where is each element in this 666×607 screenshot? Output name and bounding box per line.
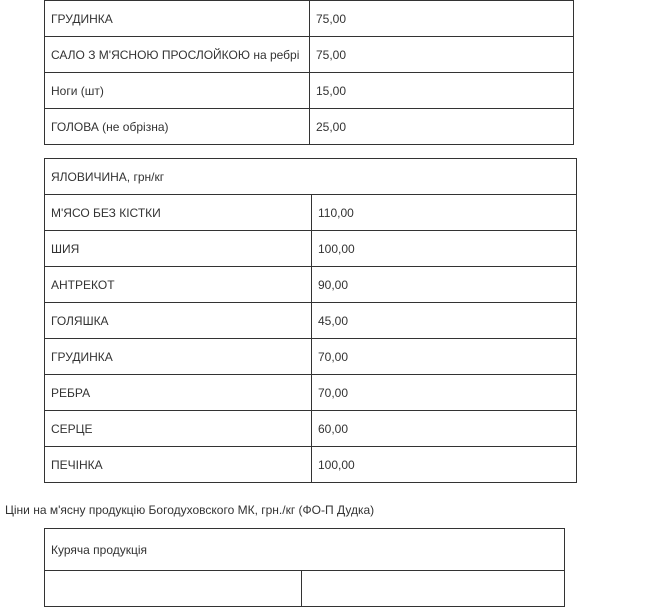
product-price: 45,00 xyxy=(311,302,577,339)
product-price: 110,00 xyxy=(311,194,577,231)
table-row: ШИЯ 100,00 xyxy=(44,230,577,267)
product-name: ПЕЧІНКА xyxy=(44,446,312,483)
table-row: М'ЯСО БЕЗ КІСТКИ 110,00 xyxy=(44,194,577,231)
product-name: ГОЛЯШКА xyxy=(44,302,312,339)
product-name: АНТРЕКОТ xyxy=(44,266,312,303)
table-row: СЕРЦЕ 60,00 xyxy=(44,410,577,447)
product-name: ШИЯ xyxy=(44,230,312,267)
table-row: Ноги (шт) 15,00 xyxy=(44,72,574,109)
table-row: САЛО З М'ЯСНОЮ ПРОСЛОЙКОЮ на ребрі 75,00 xyxy=(44,36,574,73)
product-price: 100,00 xyxy=(311,446,577,483)
pork-price-table: ГРУДИНКА 75,00 САЛО З М'ЯСНОЮ ПРОСЛОЙКОЮ н… xyxy=(44,0,574,145)
beef-price-table: ЯЛОВИЧИНА, грн/кг М'ЯСО БЕЗ КІСТКИ 110,00… xyxy=(44,158,577,483)
product-name: Ноги (шт) xyxy=(44,72,310,109)
table-row: ПЕЧІНКА 100,00 xyxy=(44,446,577,483)
product-price: 70,00 xyxy=(311,374,577,411)
product-price: 15,00 xyxy=(309,72,574,109)
table-row: ГРУДИНКА 75,00 xyxy=(44,0,574,37)
table-header-row: ЯЛОВИЧИНА, грн/кг xyxy=(44,158,577,195)
product-price: 100,00 xyxy=(311,230,577,267)
table-row: ГОЛЯШКА 45,00 xyxy=(44,302,577,339)
product-name: ГОЛОВА (не обрізна) xyxy=(44,108,310,145)
product-price: 70,00 xyxy=(311,338,577,375)
table-row: ГОЛОВА (не обрізна) 25,00 xyxy=(44,108,574,145)
product-name: САЛО З М'ЯСНОЮ ПРОСЛОЙКОЮ на ребрі xyxy=(44,36,310,73)
chicken-header: Куряча продукція xyxy=(44,528,565,571)
product-price: 60,00 xyxy=(311,410,577,447)
table-row: ГРУДИНКА 70,00 xyxy=(44,338,577,375)
beef-header: ЯЛОВИЧИНА, грн/кг xyxy=(44,158,577,195)
section-caption: Ціни на м'ясну продукцію Богодуховского … xyxy=(5,503,375,517)
chicken-price-table: Куряча продукція xyxy=(44,528,565,607)
product-name: СЕРЦЕ xyxy=(44,410,312,447)
table-row: РЕБРА 70,00 xyxy=(44,374,577,411)
table-header-row: Куряча продукція xyxy=(44,528,565,571)
product-price: 75,00 xyxy=(309,0,574,37)
product-name: ГРУДИНКА xyxy=(44,338,312,375)
table-row: АНТРЕКОТ 90,00 xyxy=(44,266,577,303)
product-name: М'ЯСО БЕЗ КІСТКИ xyxy=(44,194,312,231)
product-price: 25,00 xyxy=(309,108,574,145)
product-name: РЕБРА xyxy=(44,374,312,411)
product-price: 90,00 xyxy=(311,266,577,303)
product-name: ГРУДИНКА xyxy=(44,0,310,37)
product-price: 75,00 xyxy=(309,36,574,73)
